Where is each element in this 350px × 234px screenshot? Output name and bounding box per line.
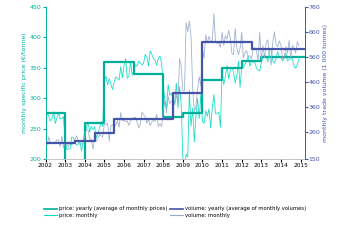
Y-axis label: monthly specific price (€/tonne): monthly specific price (€/tonne)	[22, 33, 27, 133]
Legend: price: yearly (average of monthly prices), price: monthly, volume: yearly (avera: price: yearly (average of monthly prices…	[42, 204, 308, 220]
Y-axis label: monthly trade volume (1 000 tonnes): monthly trade volume (1 000 tonnes)	[323, 24, 328, 142]
